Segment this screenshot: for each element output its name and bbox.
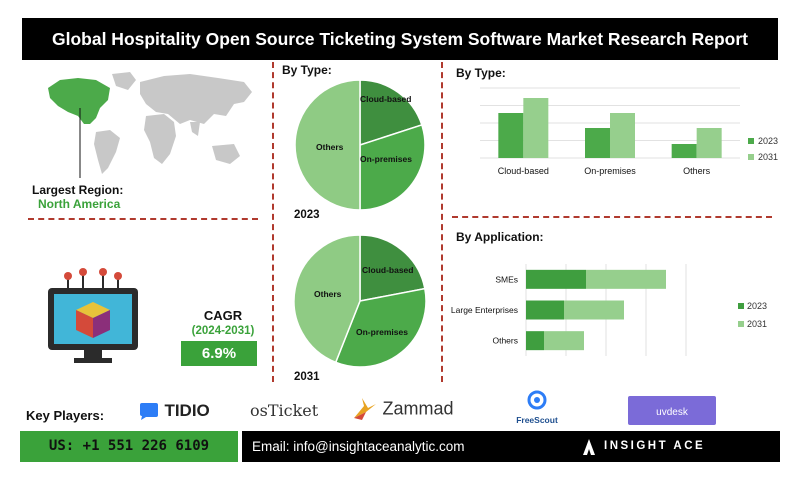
email-address: Email: info@insightaceanalytic.com [242,431,542,462]
osticket-logo: osTicket [250,401,318,421]
bar-large-enterprises-2023 [526,300,564,320]
pie-slice-cloud-based [359,234,426,302]
bar-on-premises-2023 [585,128,610,158]
bar-others-2031 [544,331,584,351]
monitor-cube-icon [48,268,138,363]
pie-label-on-premises: On-premises [356,327,408,337]
uvdesk-logo: uvdesk [628,396,716,425]
divider-left [272,62,274,382]
freescout-icon [527,390,547,410]
legend-label-2031: 2031 [758,152,778,162]
bar-cloud-based-2023 [498,113,524,158]
pie-slice-on-premises [334,287,427,368]
pie-label-cloud-based: Cloud-based [362,265,413,275]
pie-year-label: 2023 [294,209,320,220]
tidio-icon [140,403,158,420]
cagr-label: CAGR [203,308,243,323]
bar-large-enterprises-2031 [564,300,624,320]
tidio-name: TIDIO [164,401,210,420]
freescout-logo: FreeScout [512,390,562,425]
bar-others-2023 [671,144,697,158]
bar-smes-2031 [586,269,666,289]
bar-others-2031 [696,128,722,158]
divider-right [441,62,443,382]
largest-region-value: North America [38,197,121,211]
map-greenland [112,72,136,90]
cagr-years: (2024-2031) [191,325,255,337]
pie-slice-on-premises [359,123,426,211]
bar-chart-by-type: Cloud-based On-premises Others 2023 2031 [480,87,778,176]
freescout-name: FreeScout [516,415,558,425]
category-label-cloud-based: Cloud-based [498,166,549,176]
map-north-america [48,78,110,124]
legend-label-2031: 2031 [747,319,767,329]
category-label-others: Others [492,336,518,346]
key-players-label: Key Players: [26,408,105,423]
pie-year-label: 2031 [294,371,320,383]
by-type-pie-label: By Type: [282,63,332,77]
legend-swatch-2031 [738,321,744,327]
category-label-on-premises: On-premises [584,166,636,176]
pie-label-others: Others [314,289,342,299]
tidio-logo: TIDIO [138,401,210,421]
report-title: Global Hospitality Open Source Ticketing… [22,18,778,60]
pie-label-on-premises: On-premises [360,154,412,164]
osticket-name: osTicket [250,401,319,420]
legend-swatch-2023 [738,303,744,309]
map-europe-asia [140,74,252,124]
category-label-smes: SMEs [495,274,518,284]
zammad-bird-icon [354,398,376,420]
uvdesk-name: uvdesk [656,407,688,418]
largest-region-label: Largest Region: [32,183,124,197]
pie-chart-2031: Cloud-based On-premises Others 2031 [293,234,427,383]
pie-chart-2023: Cloud-based On-premises Others 2023 [294,79,426,220]
map-africa [144,114,176,164]
category-label-large-enterprises: Large Enterprises [451,305,518,315]
pie-slice-others [293,234,361,364]
legend-swatch-2031 [748,154,754,160]
bar-smes-2023 [526,269,586,289]
brand-name: INSIGHT ACE ANALYTIC [542,440,706,484]
cagr-value: 6.9% [181,341,257,366]
by-application-label: By Application: [456,230,544,244]
world-map [48,72,252,178]
legend-label-2023: 2023 [758,136,778,146]
divider-region [28,218,258,220]
zammad-name: Zammad [382,398,454,419]
zammad-logo: Zammad [352,396,453,422]
pie-slice-cloud-based [359,79,423,147]
bar-cloud-based-2031 [523,98,549,158]
legend-label-2023: 2023 [747,301,767,311]
insightace-logo-icon [583,438,595,455]
by-type-bar-label: By Type: [456,66,506,80]
phone-number: US: +1 551 226 6109 [20,431,238,462]
pie-label-cloud-based: Cloud-based [360,94,411,104]
pie-slice-others [294,79,361,211]
bar-chart-by-application: SMEs Large Enterprises Others 2023 2031 [451,264,767,356]
map-south-america [94,130,120,174]
bar-on-premises-2031 [610,113,635,158]
brand-logo: INSIGHT ACE ANALYTIC [542,431,780,484]
legend-swatch-2023 [748,138,754,144]
pie-label-others: Others [316,142,344,152]
category-label-others: Others [683,166,711,176]
map-australia [212,144,240,164]
bar-others-2023 [526,331,544,351]
map-india [190,122,200,136]
divider-charts [452,216,772,218]
